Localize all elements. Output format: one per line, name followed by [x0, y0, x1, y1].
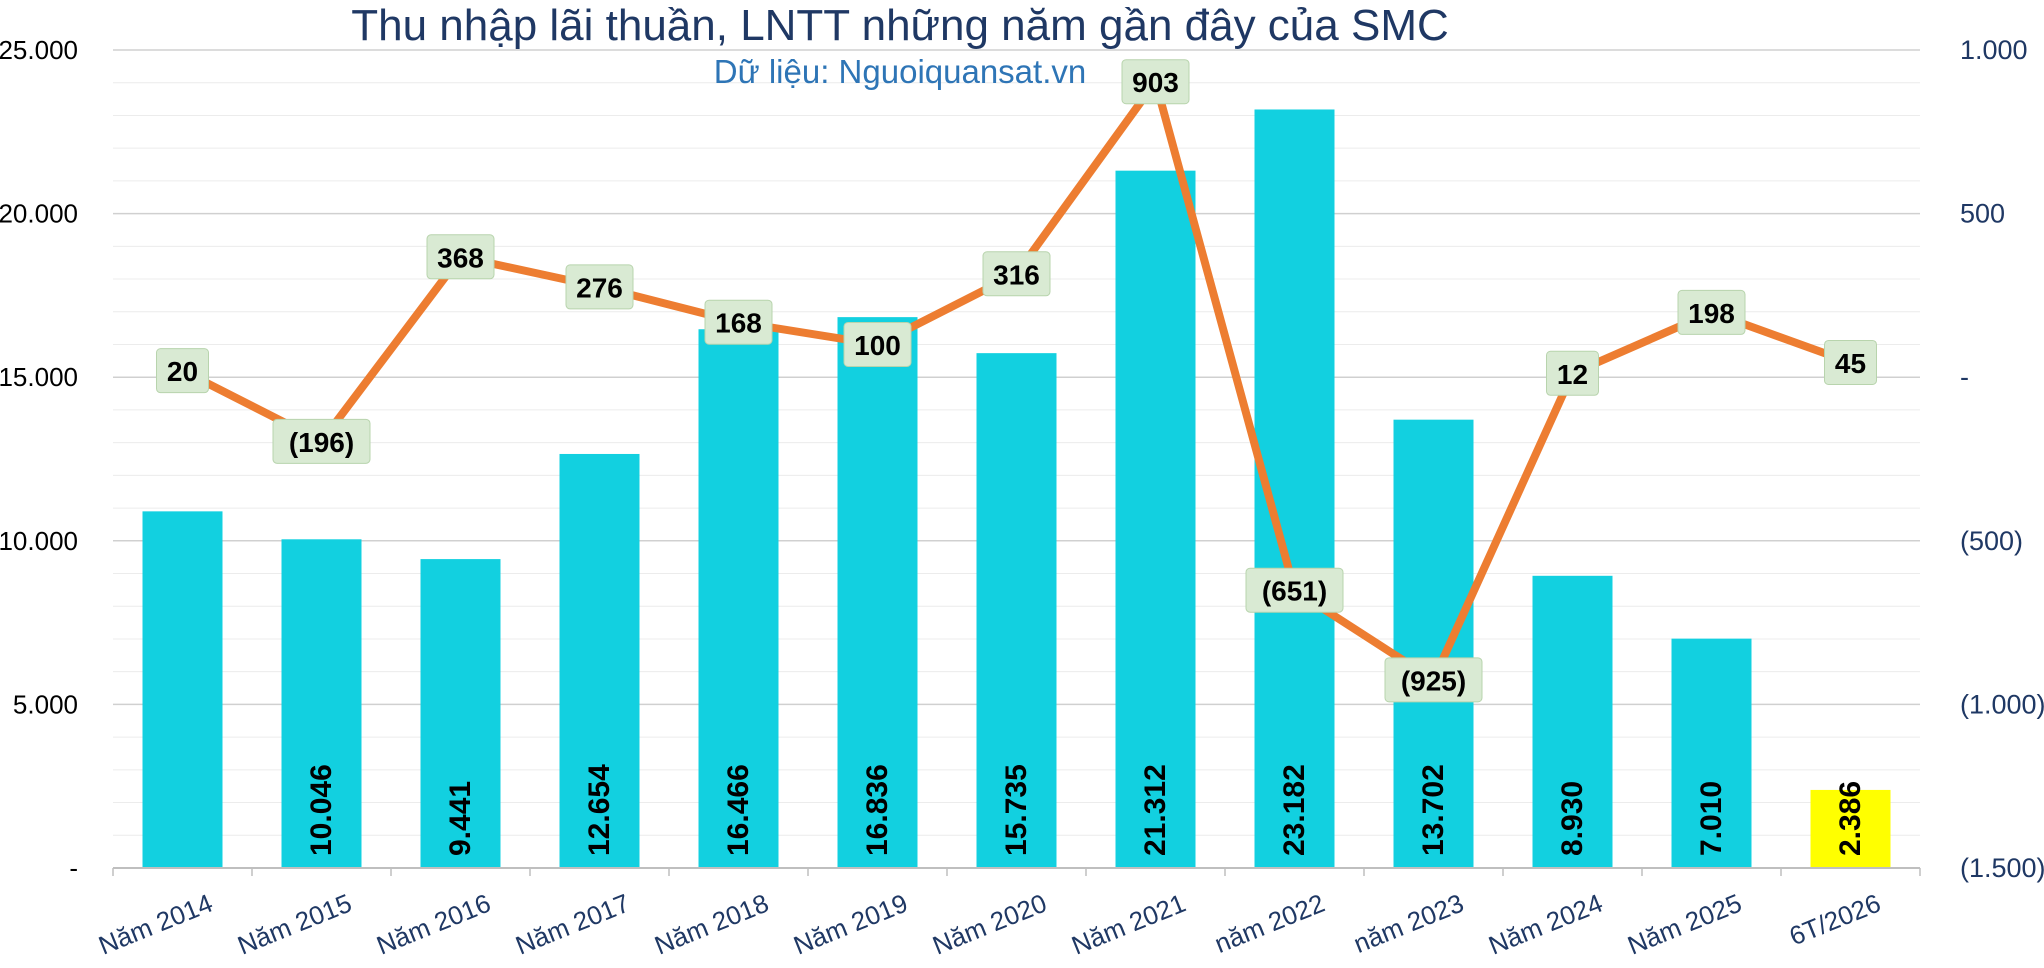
bar-data-label: 15.735 [1000, 764, 1033, 856]
line-data-label: 316 [993, 259, 1040, 290]
bar [1671, 638, 1752, 868]
y-left-tick-label: - [69, 853, 78, 883]
line-data-label: 168 [715, 308, 762, 339]
line-label-box [1384, 657, 1483, 703]
bar-data-label: 8.930 [1556, 781, 1589, 856]
bar [1393, 419, 1474, 868]
line-label-box [426, 234, 495, 280]
y-right-tick-label: - [1960, 362, 1969, 392]
line-label-box [1824, 339, 1877, 385]
x-tick-label: Năm 2017 [511, 888, 633, 961]
y-right-tick-label: 1.000 [1960, 35, 2028, 65]
line-label-box [1677, 289, 1746, 335]
bar [281, 539, 362, 868]
line-label-box [1245, 567, 1344, 613]
y-left-tick-label: 20.000 [0, 199, 78, 229]
line-label-box [156, 348, 209, 394]
bar [559, 453, 640, 868]
bars: 10.046 9.441 12.654 16.466 16.836 15.735 21.31… [142, 109, 1891, 869]
y-left-tick-label: 10.000 [0, 526, 78, 556]
bar-data-label: 21.312 [1139, 764, 1172, 856]
bar-data-label: 10.046 [305, 764, 338, 856]
line-data-label: 903 [1132, 67, 1179, 98]
x-tick-label: Năm 2024 [1484, 888, 1606, 961]
line-data-label: 368 [437, 242, 484, 273]
line-label-box [1121, 59, 1190, 105]
y-right-tick-label: (1.000) [1960, 689, 2044, 719]
bar [698, 329, 779, 868]
line-label-box [843, 321, 912, 367]
x-tick-label: Năm 2025 [1623, 888, 1745, 961]
x-tick-label: Năm 2019 [789, 888, 911, 961]
bar [142, 511, 223, 868]
line-data-label: 12 [1557, 359, 1588, 390]
x-tick-label: Năm 2021 [1067, 888, 1189, 961]
bar-data-label: 16.466 [722, 764, 755, 856]
line-label-box [704, 299, 773, 345]
chart-title: Thu nhập lãi thuần, LNTT những năm gần đ… [351, 1, 1449, 50]
x-tick-label: Năm 2014 [94, 888, 216, 961]
line-series: 20 (196) 368 276 168 100 316 903 (651) (925) 12 198… [156, 59, 1877, 703]
x-tick-label: năm 2023 [1349, 888, 1467, 959]
x-tick-label: năm 2022 [1210, 888, 1328, 959]
line-data-label: (925) [1401, 665, 1466, 696]
bar-data-label: 16.836 [861, 764, 894, 856]
bar [1532, 575, 1613, 868]
line-label-box [565, 264, 634, 310]
x-tick-label: 6T/2026 [1785, 888, 1885, 952]
y-left-tick-label: 25.000 [0, 35, 78, 65]
line-data-label: 45 [1835, 348, 1866, 379]
line-label-box [272, 418, 371, 464]
line-data-label: (196) [289, 427, 354, 458]
bar-data-label: 13.702 [1417, 764, 1450, 856]
line-data-label: (651) [1262, 576, 1327, 607]
bar [976, 353, 1057, 869]
x-tick-label: Năm 2020 [928, 888, 1050, 961]
line-data-label: 198 [1688, 298, 1735, 329]
bar [1115, 170, 1196, 868]
bar-data-label: 7.010 [1695, 781, 1728, 856]
line-label-box [982, 251, 1051, 297]
x-tick-label: Năm 2018 [650, 888, 772, 961]
y-left-tick-label: 15.000 [0, 362, 78, 392]
y-right-tick-label: (500) [1960, 526, 2023, 556]
y-right-tick-label: (1.500) [1960, 853, 2044, 883]
chart-subtitle: Dữ liệu: Nguoiquansat.vn [714, 53, 1086, 90]
line-data-label: 100 [854, 330, 901, 361]
y-left-tick-label: 5.000 [13, 689, 78, 719]
bar-data-label: 12.654 [583, 764, 616, 856]
bar-data-label: 9.441 [444, 781, 477, 856]
bar [837, 317, 918, 868]
bar-data-label: 2.386 [1834, 781, 1867, 856]
bar [1810, 789, 1891, 868]
y-right-tick-label: 500 [1960, 199, 2005, 229]
x-tick-label: Năm 2016 [372, 888, 494, 961]
line-data-label: 20 [167, 356, 198, 387]
x-tick-label: Năm 2015 [233, 888, 355, 961]
line-data-label: 276 [576, 272, 623, 303]
bar [420, 559, 501, 868]
line-label-box [1546, 350, 1599, 396]
bar-data-label: 23.182 [1278, 764, 1311, 856]
